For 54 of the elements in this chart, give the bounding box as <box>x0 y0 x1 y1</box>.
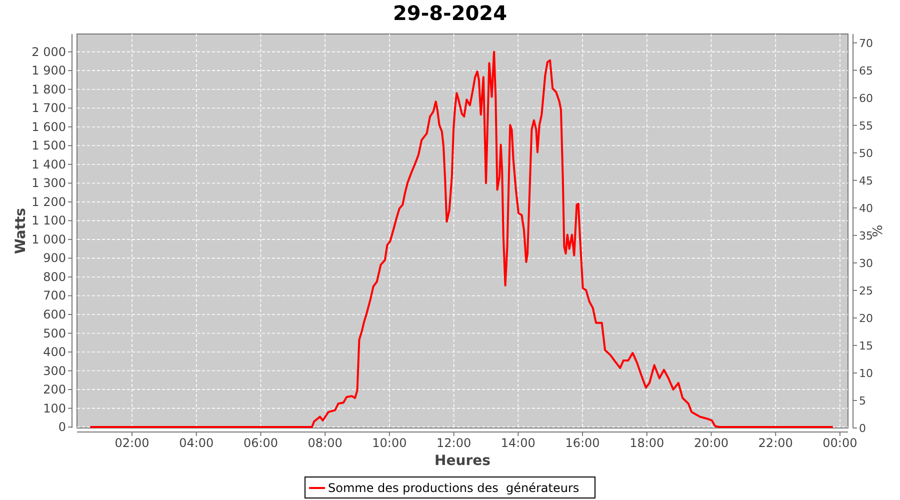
y2-tick-label: 70 <box>859 36 873 50</box>
y-tick-label: 2 000 <box>32 44 66 59</box>
y-tick-label: 1 000 <box>32 232 66 246</box>
y2-tick-label: 0 <box>859 422 866 435</box>
x-tick-label: 22:00 <box>758 436 793 450</box>
y-tick-label: 1 600 <box>32 120 66 134</box>
y-tick-label: 1 100 <box>32 214 66 228</box>
x-tick-label: 10:00 <box>372 436 407 450</box>
y2-tick-label: 55 <box>859 119 873 132</box>
y-tick-label: 700 <box>43 288 66 303</box>
x-tick-label: 00:00 <box>822 436 858 450</box>
y2-tick-label: 65 <box>859 64 873 78</box>
x-axis-title: Heures <box>434 453 490 469</box>
line-series <box>89 50 834 428</box>
y-tick-label: 1 500 <box>32 138 66 153</box>
y2-tick-label: 45 <box>859 174 873 188</box>
chart-title: 29-8-2024 <box>392 1 508 25</box>
y-axis-title: Watts <box>13 208 29 254</box>
x-tick-label: 18:00 <box>630 436 664 450</box>
y2-tick-label: 60 <box>859 92 873 105</box>
x-tick-label: 06:00 <box>243 436 278 450</box>
y2-tick-label: 20 <box>859 312 873 325</box>
y-tick-label: 1 200 <box>32 194 66 209</box>
x-tick-label: 14:00 <box>500 436 536 450</box>
y-tick-label: 400 <box>43 345 66 360</box>
y-tick-label: 0 <box>58 420 66 434</box>
y-tick-label: 900 <box>43 251 66 266</box>
x-tick-label: 02:00 <box>114 436 150 450</box>
x-tick-label: 12:00 <box>436 436 472 450</box>
x-tick-label: 20:00 <box>694 436 729 450</box>
y2-tick-label: 50 <box>859 146 873 160</box>
x-tick-label: 08:00 <box>308 436 342 450</box>
x-tick-label: 16:00 <box>565 436 600 450</box>
y-tick-label: 1 400 <box>32 157 66 172</box>
y2-tick-label: 35 <box>859 229 873 242</box>
y-tick-label: 600 <box>43 307 66 322</box>
y-tick-label: 1 900 <box>32 64 66 78</box>
y-tick-label: 1 300 <box>32 176 66 190</box>
y-tick-label: 1 700 <box>32 101 66 116</box>
y2-tick-label: 40 <box>859 202 873 215</box>
y2-tick-label: 5 <box>859 394 866 408</box>
y2-tick-label: 25 <box>859 284 873 298</box>
legend-label: Somme des productions des générateurs <box>328 481 580 495</box>
y-tick-label: 1 800 <box>32 82 66 96</box>
x-tick-label: 04:00 <box>179 436 214 450</box>
y-tick-label: 300 <box>43 364 66 378</box>
y2-tick-label: 15 <box>859 339 873 352</box>
y-tick-label: 500 <box>43 326 66 340</box>
y2-tick-label: 30 <box>859 256 873 270</box>
y2-tick-label: 10 <box>859 366 873 380</box>
y-tick-label: 200 <box>43 382 66 397</box>
y2-axis-title: % <box>871 224 886 238</box>
y-tick-label: 100 <box>43 401 66 416</box>
y-tick-label: 800 <box>43 270 66 284</box>
